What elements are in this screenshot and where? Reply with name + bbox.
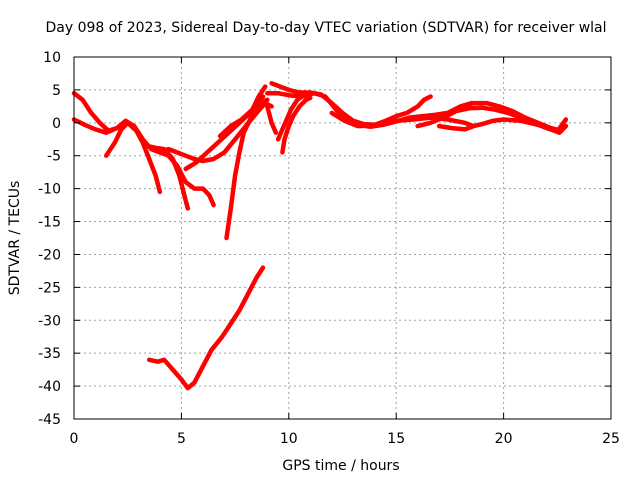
y-axis-label: SDTVAR / TECUs [7, 181, 23, 296]
y-tick-label: 10 [43, 50, 61, 66]
y-tick-label: -30 [38, 313, 61, 329]
x-tick-label: 25 [602, 431, 620, 447]
x-tick-label: 0 [70, 431, 79, 447]
y-tick-label: -20 [38, 247, 61, 263]
x-tick-label: 5 [177, 431, 186, 447]
y-tick-label: 5 [52, 83, 61, 99]
series-trace-16 [458, 100, 564, 133]
y-tick-label: -45 [38, 412, 61, 428]
series-trace-3 [103, 120, 163, 195]
series-trace-2 [71, 117, 191, 211]
y-tick-label: -10 [38, 182, 61, 198]
plot-frame [73, 56, 612, 420]
series-trace-9 [275, 92, 307, 142]
y-tick-label: -5 [47, 149, 61, 165]
series-trace-6 [224, 94, 266, 241]
series-trace-15 [436, 123, 476, 132]
series-trace-7 [217, 84, 268, 139]
y-tick-label: -40 [38, 379, 61, 395]
x-tick-label: 20 [495, 431, 513, 447]
series-trace-17 [146, 265, 266, 391]
y-tick-label: -15 [38, 215, 61, 231]
series-layer [71, 81, 569, 391]
y-tick-label: -25 [38, 280, 61, 296]
ticks [73, 56, 612, 420]
x-tick-label: 15 [387, 431, 405, 447]
chart-title: Day 098 of 2023, Sidereal Day-to-day VTE… [45, 20, 606, 36]
y-tick-label: 0 [52, 116, 61, 132]
x-axis-label: GPS time / hours [282, 458, 399, 474]
x-tick-label: 10 [280, 431, 298, 447]
series-trace-4 [157, 100, 274, 164]
tick-labels: 0 5 10 15 20 25 10 5 0 -5 -10 -15 -20 -25 -30 -35 -40 -45 [38, 50, 620, 447]
series-trace-10 [265, 104, 279, 135]
series-trace-8 [280, 95, 313, 155]
y-tick-label: -35 [38, 346, 61, 362]
